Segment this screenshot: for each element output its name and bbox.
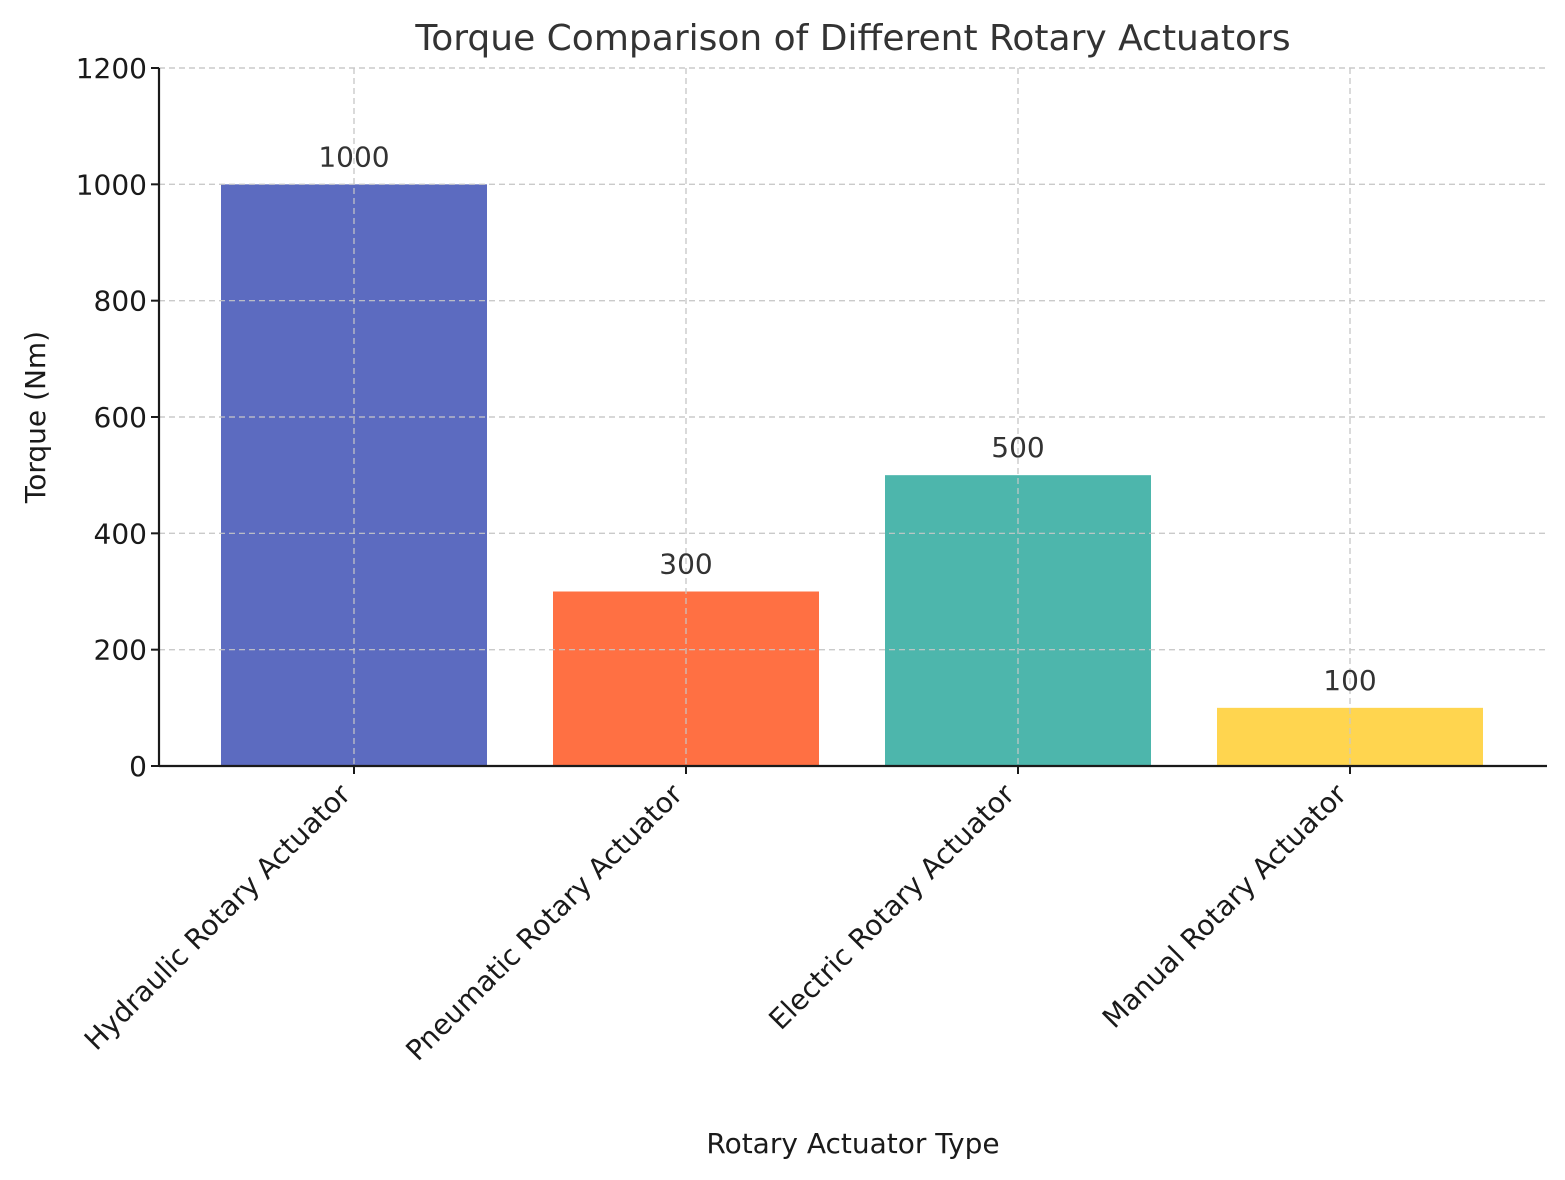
x-tick-label: Manual Rotary Actuator bbox=[1096, 777, 1353, 1034]
y-axis-label: Torque (Nm) bbox=[19, 331, 52, 504]
y-ticks: 0 200 400 600 800 1000 1200 bbox=[76, 52, 159, 783]
y-tick-label: 200 bbox=[94, 634, 147, 667]
y-tick-label: 400 bbox=[94, 517, 147, 550]
y-tick-label: 1000 bbox=[76, 168, 147, 201]
y-tick-label: 1200 bbox=[76, 52, 147, 85]
x-tick-label: Pneumatic Rotary Actuator bbox=[399, 777, 689, 1067]
data-labels: 1000 300 500 100 bbox=[318, 140, 1376, 697]
y-tick-label: 0 bbox=[129, 750, 147, 783]
bars bbox=[159, 67, 1547, 767]
chart-title: Torque Comparison of Different Rotary Ac… bbox=[414, 18, 1290, 59]
y-tick-label: 600 bbox=[94, 401, 147, 434]
x-tick-label: Electric Rotary Actuator bbox=[762, 777, 1021, 1036]
x-axis-label: Rotary Actuator Type bbox=[706, 1127, 999, 1160]
y-tick-label: 800 bbox=[94, 285, 147, 318]
bar-value-label: 500 bbox=[991, 431, 1044, 464]
bar bbox=[1217, 707, 1483, 766]
bar-value-label: 1000 bbox=[318, 140, 389, 173]
bar-value-label: 300 bbox=[659, 548, 712, 581]
x-tick-label: Hydraulic Rotary Actuator bbox=[78, 777, 357, 1056]
x-ticks: Hydraulic Rotary Actuator Pneumatic Rotar… bbox=[78, 766, 1353, 1067]
bar-value-label: 100 bbox=[1323, 664, 1376, 697]
